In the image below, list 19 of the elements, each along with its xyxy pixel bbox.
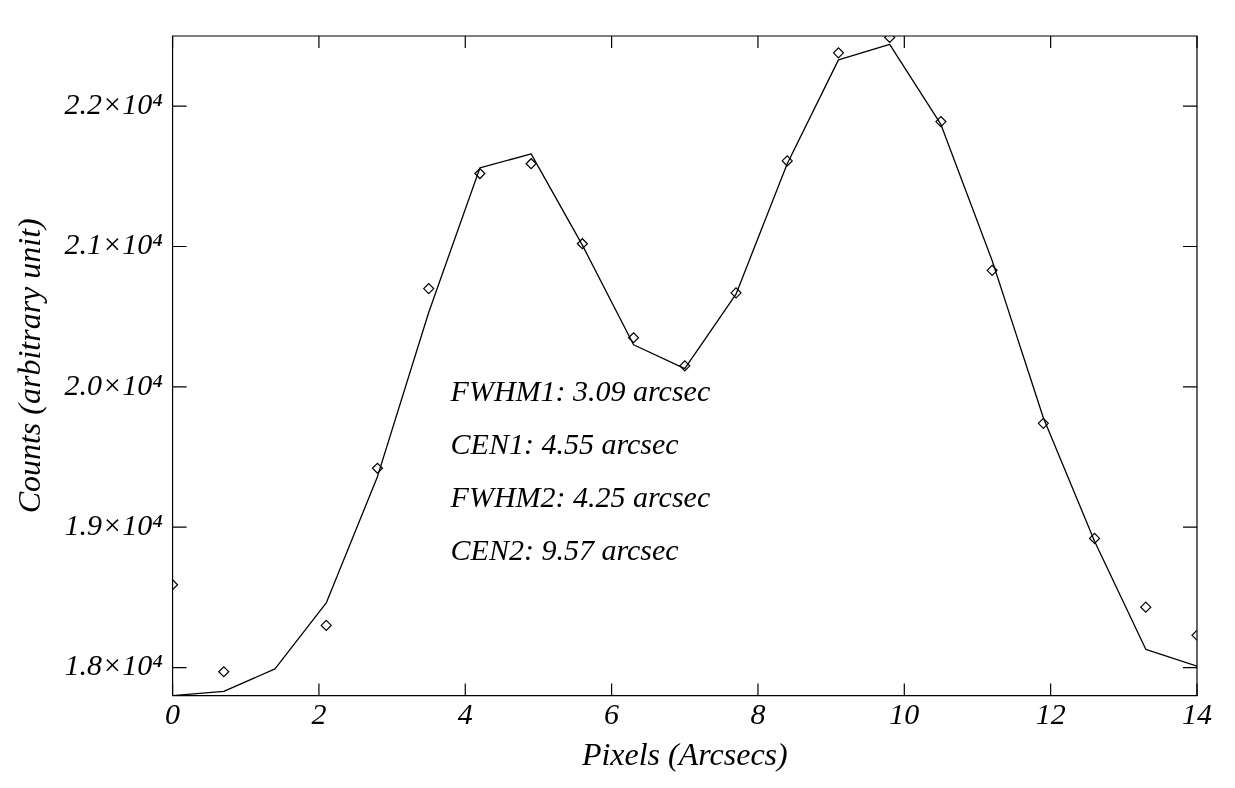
annotation: FWHM1: 3.09 arcsec xyxy=(449,373,711,407)
y-tick-label: 2.0×10⁴ xyxy=(64,367,163,401)
x-tick-label: 8 xyxy=(750,697,766,731)
x-tick-label: 6 xyxy=(604,697,620,731)
x-tick-label: 12 xyxy=(1035,697,1066,731)
y-tick-label: 1.8×10⁴ xyxy=(64,648,163,682)
y-axis-title: Counts (arbitrary unit) xyxy=(10,218,47,514)
x-tick-label: 14 xyxy=(1182,697,1212,731)
y-tick-label: 2.1×10⁴ xyxy=(64,227,163,261)
annotation: CEN1: 4.55 arcsec xyxy=(450,426,679,460)
x-tick-label: 0 xyxy=(165,697,181,731)
y-tick-label: 1.9×10⁴ xyxy=(64,508,163,542)
annotation: FWHM2: 4.25 arcsec xyxy=(449,479,711,513)
x-axis-title: Pixels (Arcsecs) xyxy=(580,736,788,773)
y-tick-label: 2.2×10⁴ xyxy=(64,87,163,121)
x-tick-label: 4 xyxy=(457,697,473,731)
x-tick-label: 10 xyxy=(889,697,920,731)
x-tick-label: 2 xyxy=(311,697,327,731)
annotation: CEN2: 9.57 arcsec xyxy=(450,532,679,566)
